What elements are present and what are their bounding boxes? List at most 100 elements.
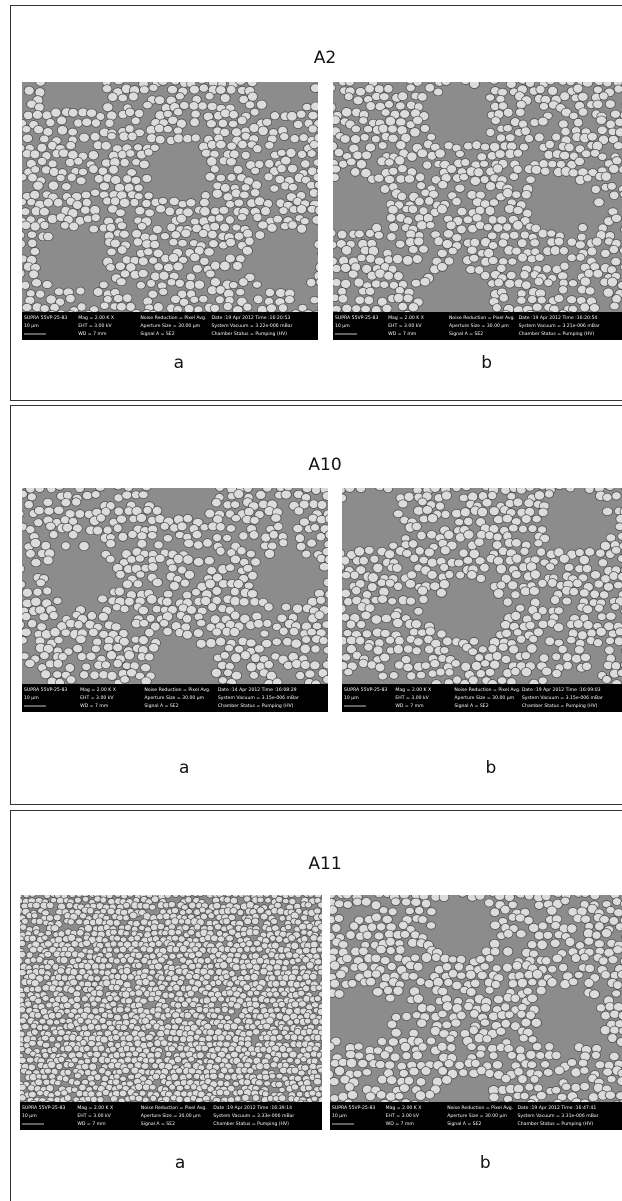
cell xyxy=(251,167,260,174)
cell xyxy=(532,515,541,523)
cell xyxy=(614,909,622,917)
cell xyxy=(41,670,51,679)
cell xyxy=(477,153,487,161)
cell xyxy=(26,1057,34,1063)
cell xyxy=(361,305,371,313)
cell xyxy=(374,932,384,940)
cell xyxy=(73,644,83,652)
info-text: SUPRA 55VP-25-83 xyxy=(344,687,387,693)
cell xyxy=(493,533,502,541)
cell xyxy=(212,628,221,636)
cell xyxy=(287,164,297,173)
cell xyxy=(276,896,283,902)
cell xyxy=(241,954,248,960)
cell xyxy=(554,607,563,615)
cell xyxy=(319,637,328,645)
cell xyxy=(149,970,156,975)
cell xyxy=(485,1069,494,1077)
cell xyxy=(279,627,288,635)
cell xyxy=(20,1057,26,1063)
figure: A2 SUPRA 55VP-25-8310 μmMag = 2.00 K XEHT… xyxy=(0,0,622,1201)
cell xyxy=(578,1059,587,1067)
cell xyxy=(255,197,265,206)
cell xyxy=(417,149,427,158)
cell xyxy=(272,1029,279,1035)
cell xyxy=(243,303,252,311)
cell xyxy=(485,531,494,539)
cell xyxy=(57,126,67,135)
cell xyxy=(158,984,165,990)
cell xyxy=(212,498,222,507)
cell xyxy=(154,1040,161,1047)
cell xyxy=(307,278,316,287)
cell xyxy=(467,246,477,254)
cell xyxy=(237,547,246,555)
cell xyxy=(206,638,216,647)
cell xyxy=(542,895,551,901)
cell xyxy=(154,263,163,271)
cell xyxy=(333,116,340,125)
cell xyxy=(241,184,250,191)
cell xyxy=(204,556,214,564)
cell xyxy=(177,214,187,223)
cell xyxy=(283,960,290,966)
cell xyxy=(201,149,211,157)
cell xyxy=(459,549,468,557)
cell xyxy=(498,88,508,96)
cell xyxy=(149,643,159,652)
cell xyxy=(182,925,189,931)
cell xyxy=(225,216,234,224)
cell xyxy=(128,530,137,538)
cell xyxy=(143,101,152,109)
cell xyxy=(186,1073,192,1079)
cell xyxy=(163,535,172,543)
cell xyxy=(318,902,322,908)
cell xyxy=(155,554,165,562)
cell xyxy=(130,198,139,206)
cell xyxy=(246,639,256,647)
cell xyxy=(457,207,467,216)
cell xyxy=(257,897,264,903)
cell xyxy=(520,271,529,280)
info-text: System Vacuum = 3.33e-006 mBar xyxy=(213,1113,294,1119)
cell xyxy=(427,558,437,567)
cell xyxy=(494,279,503,287)
cell xyxy=(387,1020,397,1028)
cell xyxy=(42,1025,49,1030)
sem-micrograph: SUPRA 55VP-25-8310 μmMag = 2.00 K XEHT =… xyxy=(22,488,328,712)
cell xyxy=(156,205,166,213)
cell xyxy=(285,296,295,304)
sem-micrograph: SUPRA 55VP-25-8310 μmMag = 2.00 K XEHT =… xyxy=(330,895,622,1130)
cell xyxy=(593,269,603,278)
cell xyxy=(246,1030,253,1036)
cell xyxy=(31,913,37,919)
cell xyxy=(521,1018,531,1027)
cell xyxy=(147,532,157,540)
cell xyxy=(234,1003,241,1009)
cell xyxy=(59,149,69,158)
info-text: Noise Reduction = Pixel Avg. xyxy=(454,687,520,693)
cell xyxy=(409,1067,419,1075)
cell xyxy=(293,524,303,532)
cell xyxy=(366,254,375,263)
cell xyxy=(348,979,357,987)
cell xyxy=(260,913,268,920)
cell xyxy=(150,240,160,248)
cell xyxy=(79,1084,86,1091)
cell xyxy=(474,168,484,177)
cell xyxy=(457,972,466,979)
cell xyxy=(69,895,76,898)
cell xyxy=(277,164,286,172)
cell xyxy=(516,488,526,494)
cell xyxy=(594,940,604,948)
cell xyxy=(55,1012,62,1018)
cell xyxy=(230,627,240,636)
cell xyxy=(442,1002,452,1012)
panel-title: A2 xyxy=(314,48,336,68)
cell xyxy=(198,102,207,110)
info-text: WD = 7 mm xyxy=(395,703,424,709)
cell xyxy=(253,213,262,221)
cell xyxy=(47,488,56,493)
cell xyxy=(505,134,515,142)
cell xyxy=(610,1026,619,1034)
